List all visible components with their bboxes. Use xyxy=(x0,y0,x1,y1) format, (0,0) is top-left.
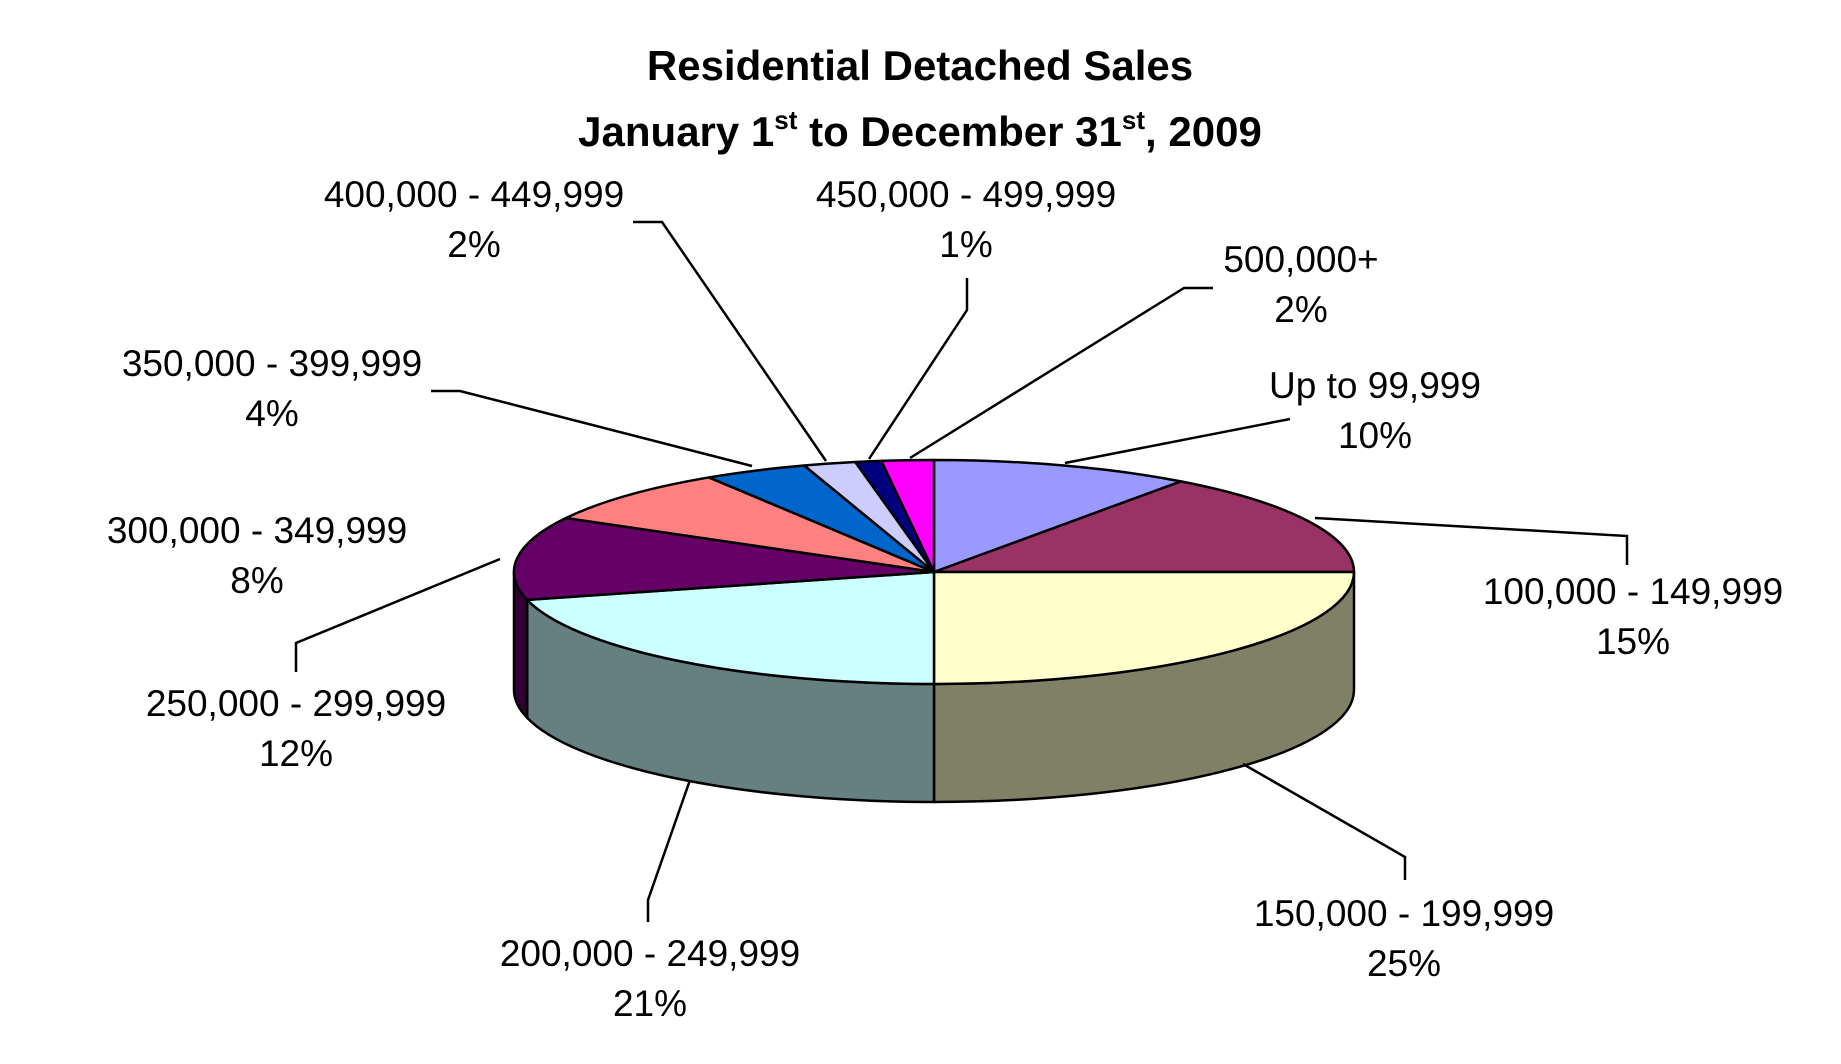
slice-wedge xyxy=(932,570,1356,686)
slice-label: Up to 99,999 xyxy=(1269,365,1481,406)
slice-label: 450,000 - 499,999 xyxy=(816,174,1116,215)
slice-label: 100,000 - 149,999 xyxy=(1483,571,1783,612)
slice-percent: 1% xyxy=(939,224,992,265)
subtitle-part-3: , 2009 xyxy=(1145,108,1262,155)
chart-title: Residential Detached Sales xyxy=(647,42,1193,89)
slice-percent: 21% xyxy=(613,983,687,1024)
subtitle-sup-2: st xyxy=(1122,105,1145,135)
slice-label: 250,000 - 299,999 xyxy=(146,683,446,724)
leader-line xyxy=(1314,516,1629,565)
pie-sides xyxy=(512,570,1356,804)
leader-line xyxy=(1064,417,1291,465)
pie-top xyxy=(512,458,1356,686)
chart-subtitle: January 1st to December 31st, 2009 xyxy=(578,105,1262,155)
subtitle-part-1: January 1 xyxy=(578,108,774,155)
slice-percent: 25% xyxy=(1367,943,1441,984)
slice-wedge xyxy=(932,458,1183,574)
slice-wedge xyxy=(512,516,936,602)
subtitle-part-2: to December 31 xyxy=(797,108,1121,155)
slice-wedge xyxy=(525,570,936,686)
leader-line xyxy=(431,389,753,468)
leader-line xyxy=(909,286,1213,460)
leader-line xyxy=(1242,762,1407,880)
slice-label: 500,000+ xyxy=(1223,239,1378,280)
leader-lines xyxy=(294,220,1629,922)
slice-wedge xyxy=(932,480,1356,574)
slice-percent: 15% xyxy=(1596,621,1670,662)
slice-label: 400,000 - 449,999 xyxy=(324,174,624,215)
slice-percent: 2% xyxy=(447,224,500,265)
slice-labels: Up to 99,999 10% 100,000 - 149,999 15% 150,0… xyxy=(107,174,1783,1024)
slice-label: 200,000 - 249,999 xyxy=(500,933,800,974)
slice-percent: 4% xyxy=(245,393,298,434)
leader-line xyxy=(633,220,828,462)
leader-line xyxy=(867,278,969,460)
subtitle-sup-1: st xyxy=(774,105,797,135)
slice-wedge xyxy=(880,458,936,574)
slice-percent: 10% xyxy=(1338,415,1412,456)
slice-wedge xyxy=(564,476,936,574)
slice-percent: 12% xyxy=(259,733,333,774)
slice-percent: 8% xyxy=(230,560,283,601)
slice-percent: 2% xyxy=(1274,289,1327,330)
slice-label: 350,000 - 399,999 xyxy=(122,343,422,384)
leader-line xyxy=(294,557,501,672)
slice-label: 150,000 - 199,999 xyxy=(1254,893,1554,934)
slice-label: 300,000 - 349,999 xyxy=(107,510,407,551)
leader-line xyxy=(646,779,692,922)
